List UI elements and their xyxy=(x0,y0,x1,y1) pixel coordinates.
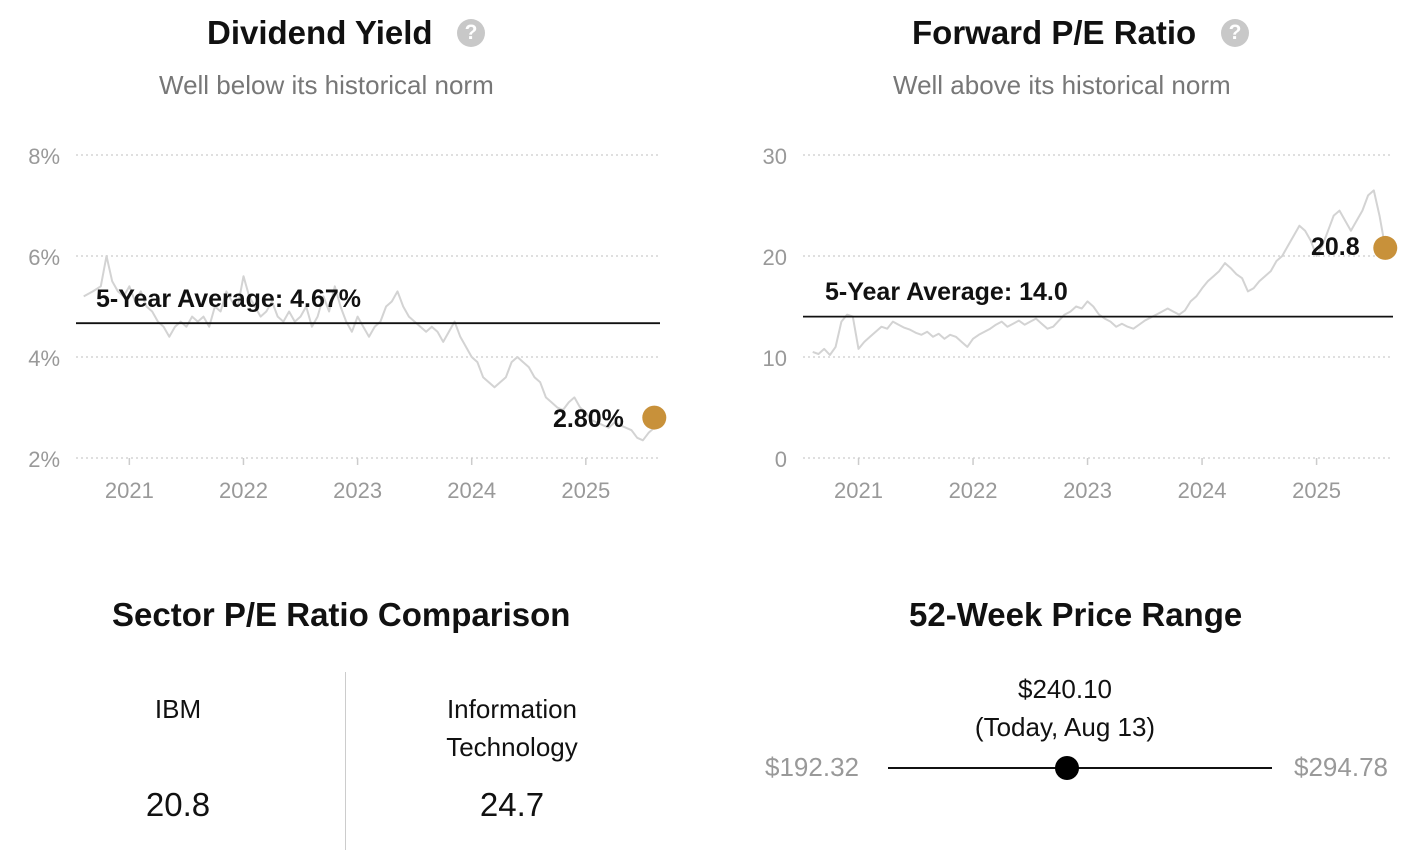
dividend-yield-x-tick-label: 2023 xyxy=(333,478,382,503)
forward-pe-y-tick-label: 30 xyxy=(763,144,787,169)
dividend-yield-chart: 2% 4% 6% 8% 2021 2022 2023 2024 2025 xyxy=(28,144,667,503)
dividend-yield-x-tick-label: 2025 xyxy=(561,478,610,503)
sector-industry-label-line2: Technology xyxy=(446,732,578,762)
dividend-yield-current-label: 2.80% xyxy=(553,405,624,433)
forward-pe-x-tick-label: 2025 xyxy=(1292,478,1341,503)
forward-pe-chart: 0 10 20 30 2021 2022 2023 2024 2025 xyxy=(763,144,1398,503)
forward-pe-subtitle: Well above its historical norm xyxy=(893,70,1231,100)
price-range-low: $192.32 xyxy=(765,752,859,782)
forward-pe-x-tick-label: 2023 xyxy=(1063,478,1112,503)
forward-pe-x-tick-label: 2022 xyxy=(949,478,998,503)
forward-pe-current-dot[interactable] xyxy=(1373,235,1398,260)
forward-pe-y-tick-label: 0 xyxy=(775,447,787,472)
dividend-yield-subtitle: Well below its historical norm xyxy=(159,70,494,100)
dividend-yield-x-tick-label: 2022 xyxy=(219,478,268,503)
price-range-title: 52-Week Price Range xyxy=(909,596,1243,633)
forward-pe-x-tick-label: 2021 xyxy=(834,478,883,503)
price-range-marker xyxy=(1055,756,1080,780)
dividend-yield-y-tick-label: 2% xyxy=(28,447,60,472)
price-range-track xyxy=(888,767,1272,769)
dividend-yield-average-label: 5-Year Average: 4.67% xyxy=(96,285,361,313)
forward-pe-help-icon[interactable]: ? xyxy=(1221,19,1249,47)
price-range-current-price: $240.10 xyxy=(1018,674,1112,704)
price-range-current-note: (Today, Aug 13) xyxy=(974,712,1156,742)
dividend-yield-y-tick-label: 6% xyxy=(28,245,60,270)
dividend-yield-help-icon[interactable]: ? xyxy=(457,19,485,47)
sector-company-label: IBM xyxy=(154,694,202,724)
forward-pe-average-label: 5-Year Average: 14.0 xyxy=(825,278,1068,306)
sector-industry-label-line1: Information xyxy=(446,694,578,724)
sector-industry-label: Information Technology xyxy=(392,690,632,766)
forward-pe-current-label: 20.8 xyxy=(1311,233,1360,261)
dividend-yield-history-line xyxy=(83,255,655,442)
sector-pe-title: Sector P/E Ratio Comparison xyxy=(112,596,571,633)
forward-pe-history-line xyxy=(812,189,1387,356)
forward-pe-title: Forward P/E Ratio xyxy=(912,14,1197,51)
sector-company-value: 20.8 xyxy=(145,786,211,823)
dividend-yield-y-tick-label: 4% xyxy=(28,346,60,371)
dividend-yield-x-tick-label: 2024 xyxy=(447,478,496,503)
dividend-yield-y-tick-label: 8% xyxy=(28,144,60,169)
price-range-current: $240.10 (Today, Aug 13) xyxy=(930,670,1200,746)
forward-pe-x-tick-label: 2024 xyxy=(1178,478,1227,503)
sector-industry-value: 24.7 xyxy=(479,786,545,823)
dividend-yield-x-tick-label: 2021 xyxy=(105,478,154,503)
forward-pe-y-tick-label: 20 xyxy=(763,245,787,270)
sector-divider xyxy=(345,672,346,850)
dividend-yield-current-dot[interactable] xyxy=(642,405,667,430)
dividend-yield-title: Dividend Yield xyxy=(207,14,433,51)
forward-pe-y-tick-label: 10 xyxy=(763,346,787,371)
price-range-high: $294.78 xyxy=(1294,752,1388,782)
